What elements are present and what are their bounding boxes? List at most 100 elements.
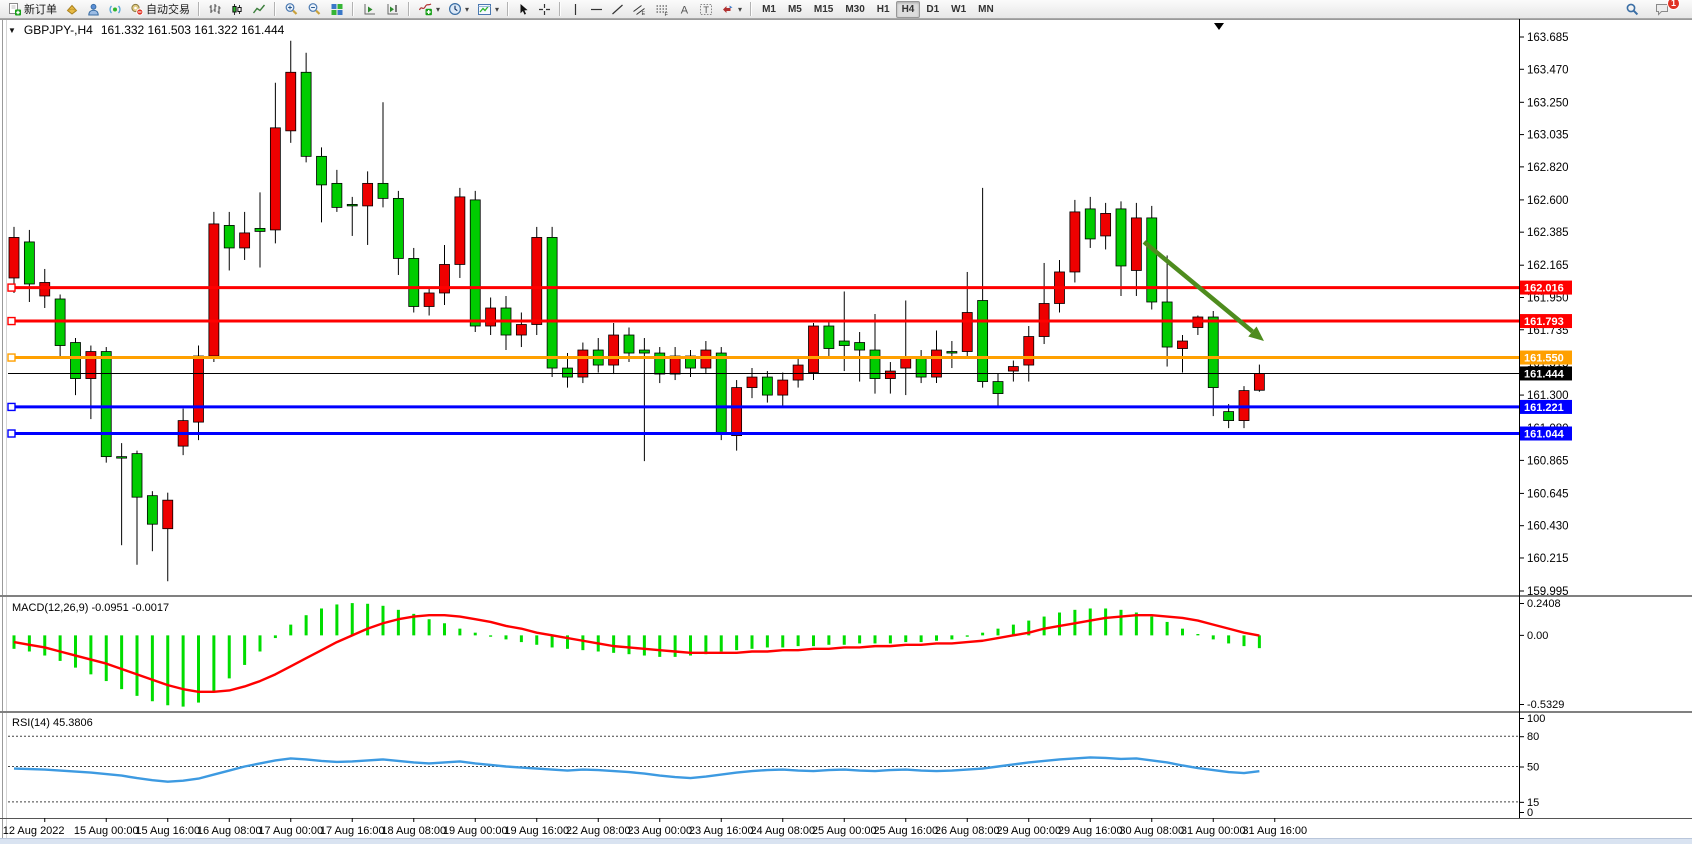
line-handle[interactable] — [7, 429, 16, 438]
price-axis-label: 163.250 — [1527, 97, 1569, 109]
toolbar: 新订单 自动交易 ▾ ▾ ▾ E F A T ▾ M1 M5 M15 M30 H1 H4 D1 W1 MN 1 — [0, 0, 1692, 19]
candle — [8, 226, 20, 293]
candle — [454, 187, 466, 278]
templates-dropdown-icon[interactable]: ▾ — [495, 4, 500, 14]
price-axis-label: 159.995 — [1527, 586, 1569, 598]
arrows-dropdown-icon[interactable]: ▾ — [738, 4, 743, 14]
hline-162.016[interactable] — [7, 283, 1519, 292]
timeframe-m1-button[interactable]: M1 — [762, 3, 776, 15]
timeframe-h4-button[interactable]: H4 — [895, 0, 921, 18]
price-tag-161.793: 161.793 — [1524, 316, 1564, 328]
notifications-button[interactable]: 1 — [1651, 0, 1680, 19]
candle — [1115, 201, 1127, 296]
crosshair-button[interactable] — [534, 0, 555, 19]
fibonacci-button[interactable]: F — [651, 0, 674, 19]
data-window-icon — [87, 3, 100, 16]
timeframe-m5-button[interactable]: M5 — [787, 3, 802, 15]
line-handle[interactable] — [7, 353, 16, 362]
zoom-out-button[interactable] — [303, 0, 326, 19]
equidistant-channel-button[interactable]: E — [628, 0, 651, 19]
price-axis-label: 161.300 — [1527, 390, 1569, 402]
timeframe-m15-button[interactable]: M15 — [813, 3, 834, 15]
periods-button[interactable]: ▾ — [444, 0, 473, 19]
candle — [423, 286, 435, 316]
rsi-scale-label: 100 — [1527, 713, 1545, 725]
timeframe-w1-button[interactable]: W1 — [951, 3, 967, 15]
line-handle[interactable] — [7, 316, 16, 326]
templates-button[interactable]: ▾ — [473, 0, 503, 19]
candle — [731, 380, 743, 451]
candle — [469, 190, 481, 333]
price-tag-161.444: 161.444 — [1524, 368, 1565, 380]
price-chart[interactable]: 163.685 163.470 163.250 163.035 162.820 162.6… — [0, 19, 1692, 844]
trendline-button[interactable] — [607, 0, 628, 19]
data-window-button[interactable] — [83, 0, 104, 19]
auto-scroll-button[interactable] — [358, 0, 381, 19]
market-watch-button[interactable] — [61, 0, 83, 19]
timeframe-m30-button[interactable]: M30 — [845, 3, 865, 15]
trend-arrow[interactable] — [1142, 240, 1264, 342]
trendline-icon — [611, 3, 624, 16]
price-axis-label: 160.865 — [1527, 455, 1569, 467]
auto-trading-button[interactable]: 自动交易 — [126, 0, 194, 19]
candle — [531, 226, 543, 336]
candlestick-chart-button[interactable] — [226, 0, 248, 19]
cursor-icon — [517, 3, 530, 16]
time-axis-label: 19 Aug 00:00 — [443, 825, 508, 837]
hline-161.221[interactable] — [7, 402, 1519, 412]
candle — [946, 341, 958, 369]
symbol-period-label: GBPJPY-,H4 — [23, 23, 93, 37]
candle — [300, 52, 312, 163]
new-order-button[interactable]: 新订单 — [4, 0, 61, 19]
candle — [992, 374, 1004, 408]
cursor-button[interactable] — [513, 0, 534, 19]
candle — [685, 350, 696, 378]
time-axis-label: 31 Aug 16:00 — [1242, 825, 1307, 837]
vertical-line-button[interactable] — [565, 0, 586, 19]
timeframe-mn-button[interactable]: MN — [978, 3, 994, 15]
toolbar-separator — [198, 2, 200, 16]
toolbar-separator — [750, 2, 753, 16]
line-chart-button[interactable] — [248, 0, 270, 19]
hline-161.044[interactable] — [7, 429, 1519, 438]
chart-shift-marker[interactable] — [1214, 23, 1224, 30]
chart-shift-button[interactable] — [381, 0, 404, 19]
tile-windows-button[interactable] — [326, 0, 348, 19]
line-handle[interactable] — [7, 402, 16, 412]
notification-badge: 1 — [1667, 0, 1680, 10]
macd-signal-line — [13, 614, 1260, 694]
text-label-button[interactable]: T — [695, 0, 717, 19]
line-handle[interactable] — [7, 283, 16, 292]
new-order-label: 新订单 — [24, 4, 57, 16]
bar-chart-button[interactable] — [204, 0, 226, 19]
price-tag-162.016: 162.016 — [1524, 283, 1564, 295]
price-axis-label: 161.950 — [1527, 292, 1569, 304]
timeframe-h1-button[interactable]: H1 — [876, 3, 890, 15]
search-button[interactable] — [1621, 0, 1643, 19]
auto-scroll-icon — [362, 3, 377, 16]
candle — [377, 102, 389, 208]
candle — [1023, 326, 1035, 382]
time-axis-label: 12 Aug 2022 — [3, 825, 65, 837]
indicators-dropdown-icon[interactable]: ▾ — [436, 4, 441, 14]
candle — [515, 312, 527, 348]
window-bottom-edge — [0, 838, 1692, 844]
candle — [223, 211, 235, 271]
hline-161.550[interactable] — [7, 353, 1519, 362]
macd-scale-label: -0.5329 — [1527, 699, 1564, 711]
text-label-icon: T — [699, 3, 713, 16]
candle — [346, 196, 358, 236]
indicators-button[interactable]: ▾ — [414, 0, 444, 19]
navigator-button[interactable] — [104, 0, 126, 19]
horizontal-line-button[interactable] — [586, 0, 607, 19]
text-button[interactable]: A — [674, 0, 695, 19]
one-click-trading-collapse-icon[interactable]: ▼ — [8, 25, 16, 35]
arrows-button[interactable]: ▾ — [717, 0, 746, 19]
candle — [131, 450, 143, 565]
zoom-in-button[interactable] — [280, 0, 303, 19]
periods-dropdown-icon[interactable]: ▾ — [465, 4, 470, 14]
hline-161.793[interactable] — [7, 316, 1519, 326]
svg-text:A: A — [681, 4, 689, 16]
timeframe-d1-button[interactable]: D1 — [926, 3, 940, 15]
